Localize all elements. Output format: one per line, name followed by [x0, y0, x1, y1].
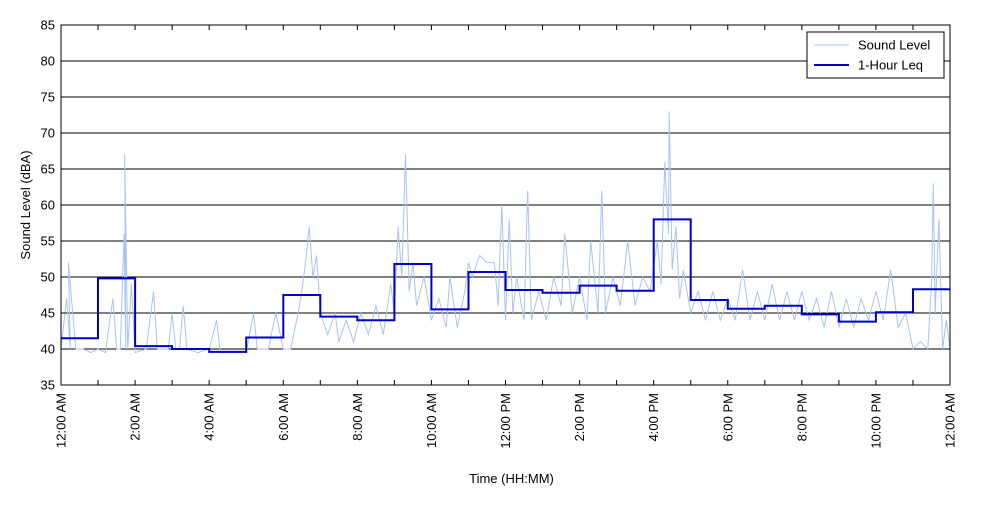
- legend-box: [806, 31, 945, 79]
- x-tick-label-7: 2:00 PM: [572, 393, 587, 441]
- x-tick-label-6: 12:00 PM: [498, 393, 513, 449]
- series-sound-level-line: [60, 111, 951, 354]
- x-tick-label-11: 10:00 PM: [868, 393, 883, 449]
- legend: Sound Level 1-Hour Leq: [806, 31, 945, 79]
- y-tick-label-80: 80: [41, 54, 55, 69]
- y-tick-label-75: 75: [41, 90, 55, 105]
- x-tick-label-0: 12:00 AM: [54, 393, 69, 448]
- x-tick-label-1: 2:00 AM: [128, 393, 143, 441]
- y-axis-label: Sound Level (dBA): [18, 150, 33, 259]
- tick-layer: 35 40 45 50 55 60 65 70 75 80 85 12:00 AM 2:00 AM 4:0…: [41, 18, 958, 449]
- x-tick-label-9: 6:00 PM: [720, 393, 735, 441]
- y-tick-label-35: 35: [41, 378, 55, 393]
- x-tick-label-2: 4:00 AM: [202, 393, 217, 441]
- x-tick-label-4: 8:00 AM: [350, 393, 365, 441]
- legend-label-1-hour-leq: 1-Hour Leq: [858, 58, 923, 73]
- x-axis-label: Time (HH:MM): [469, 471, 554, 486]
- y-tick-label-45: 45: [41, 306, 55, 321]
- y-tick-label-50: 50: [41, 270, 55, 285]
- y-tick-label-70: 70: [41, 126, 55, 141]
- y-tick-label-55: 55: [41, 234, 55, 249]
- x-tick-label-10: 8:00 PM: [794, 393, 809, 441]
- y-tick-label-40: 40: [41, 342, 55, 357]
- y-tick-label-65: 65: [41, 162, 55, 177]
- legend-label-sound-level: Sound Level: [858, 38, 930, 53]
- x-tick-label-3: 6:00 AM: [276, 393, 291, 441]
- y-tick-label-85: 85: [41, 18, 55, 33]
- x-tick-label-5: 10:00 AM: [424, 393, 439, 448]
- series-1-hour-leq-step: [61, 218, 950, 353]
- series-layer: [60, 111, 951, 354]
- x-tick-label-8: 4:00 PM: [646, 393, 661, 441]
- y-tick-label-60: 60: [41, 198, 55, 213]
- x-tick-label-12: 12:00 AM: [943, 393, 958, 448]
